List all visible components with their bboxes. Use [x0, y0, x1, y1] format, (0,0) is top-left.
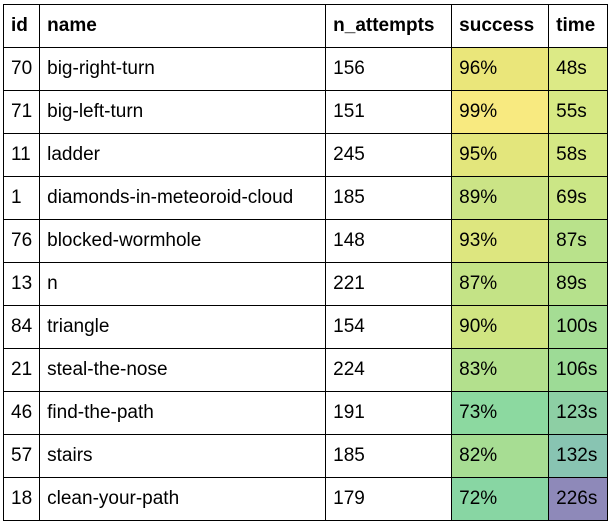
table-row: 21 steal-the-nose 224 83% 106s: [2, 348, 609, 392]
cell-name: find-the-path: [39, 391, 327, 435]
cell-n-attempts: 148: [325, 219, 453, 263]
cell-id: 57: [2, 434, 41, 478]
cell-n-attempts: 151: [325, 90, 453, 134]
cell-time: 87s: [548, 219, 609, 263]
cell-time: 132s: [548, 434, 609, 478]
cell-success: 73%: [451, 391, 550, 435]
cell-time: 89s: [548, 262, 609, 306]
table-row: 46 find-the-path 191 73% 123s: [2, 391, 609, 435]
table-row: 76 blocked-wormhole 148 93% 87s: [2, 219, 609, 263]
table-row: 1 diamonds-in-meteoroid-cloud 185 89% 69s: [2, 176, 609, 220]
table-row: 71 big-left-turn 151 99% 55s: [2, 90, 609, 134]
table-row: 11 ladder 245 95% 58s: [2, 133, 609, 177]
cell-time: 123s: [548, 391, 609, 435]
cell-n-attempts: 224: [325, 348, 453, 392]
cell-success: 87%: [451, 262, 550, 306]
cell-success: 89%: [451, 176, 550, 220]
cell-id: 21: [2, 348, 41, 392]
table-row: 57 stairs 185 82% 132s: [2, 434, 609, 478]
cell-success: 95%: [451, 133, 550, 177]
cell-id: 46: [2, 391, 41, 435]
cell-name: steal-the-nose: [39, 348, 327, 392]
cell-name: n: [39, 262, 327, 306]
cell-success: 99%: [451, 90, 550, 134]
cell-n-attempts: 154: [325, 305, 453, 349]
cell-n-attempts: 191: [325, 391, 453, 435]
cell-name: big-right-turn: [39, 47, 327, 91]
cell-name: ladder: [39, 133, 327, 177]
header-row: id name n_attempts success time: [2, 4, 609, 48]
cell-id: 11: [2, 133, 41, 177]
table-row: 18 clean-your-path 179 72% 226s: [2, 477, 609, 521]
cell-time: 100s: [548, 305, 609, 349]
cell-id: 70: [2, 47, 41, 91]
table-body: 70 big-right-turn 156 96% 48s 71 big-left-turn…: [2, 47, 609, 521]
cell-id: 84: [2, 305, 41, 349]
cell-id: 71: [2, 90, 41, 134]
cell-id: 13: [2, 262, 41, 306]
cell-time: 55s: [548, 90, 609, 134]
cell-n-attempts: 156: [325, 47, 453, 91]
table-row: 13 n 221 87% 89s: [2, 262, 609, 306]
cell-id: 1: [2, 176, 41, 220]
cell-n-attempts: 179: [325, 477, 453, 521]
cell-time: 226s: [548, 477, 609, 521]
cell-n-attempts: 221: [325, 262, 453, 306]
cell-time: 106s: [548, 348, 609, 392]
cell-name: blocked-wormhole: [39, 219, 327, 263]
cell-success: 72%: [451, 477, 550, 521]
cell-time: 58s: [548, 133, 609, 177]
header-time: time: [548, 4, 609, 48]
cell-time: 69s: [548, 176, 609, 220]
cell-success: 82%: [451, 434, 550, 478]
cell-name: stairs: [39, 434, 327, 478]
cell-id: 18: [2, 477, 41, 521]
cell-success: 83%: [451, 348, 550, 392]
cell-id: 76: [2, 219, 41, 263]
cell-n-attempts: 185: [325, 434, 453, 478]
cell-time: 48s: [548, 47, 609, 91]
table-row: 70 big-right-turn 156 96% 48s: [2, 47, 609, 91]
header-n-attempts: n_attempts: [325, 4, 453, 48]
cell-n-attempts: 245: [325, 133, 453, 177]
cell-name: big-left-turn: [39, 90, 327, 134]
cell-success: 93%: [451, 219, 550, 263]
results-table: id name n_attempts success time 70 big-ri…: [2, 4, 609, 521]
cell-name: clean-your-path: [39, 477, 327, 521]
cell-success: 96%: [451, 47, 550, 91]
cell-n-attempts: 185: [325, 176, 453, 220]
cell-name: diamonds-in-meteoroid-cloud: [39, 176, 327, 220]
cell-name: triangle: [39, 305, 327, 349]
header-name: name: [39, 4, 327, 48]
cell-success: 90%: [451, 305, 550, 349]
header-success: success: [451, 4, 550, 48]
header-id: id: [2, 4, 41, 48]
table-row: 84 triangle 154 90% 100s: [2, 305, 609, 349]
